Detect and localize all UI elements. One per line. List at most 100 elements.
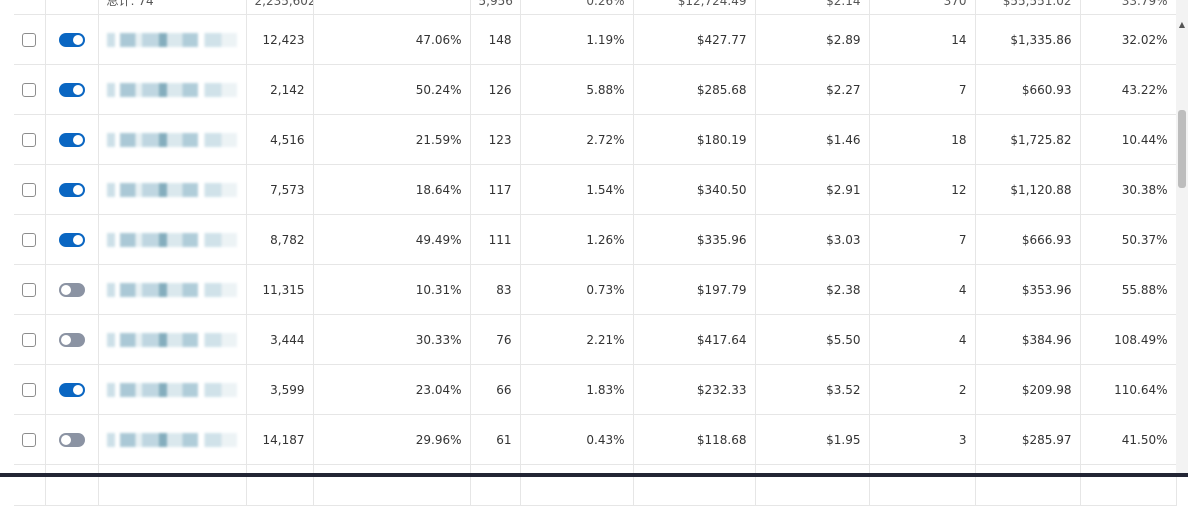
row-cell-2: 21.59% — [313, 114, 471, 165]
campaign-table-wrapper: 总计: 74 2,235,602 5,956 0.26% $12,724.49 … — [14, 0, 1177, 506]
row-select-checkbox[interactable] — [22, 232, 37, 247]
redacted-name-image[interactable] — [106, 282, 237, 297]
row-name-cell[interactable] — [98, 264, 247, 315]
table-row[interactable]: 7,573 18.64% 117 1.54% $340.50 $2.91 12 $1,120.… — [14, 164, 1177, 215]
status-toggle-off[interactable] — [58, 282, 85, 297]
redacted-name-image[interactable] — [106, 132, 237, 147]
redacted-name-image[interactable] — [106, 182, 237, 197]
status-toggle-on[interactable] — [58, 82, 85, 97]
table-row[interactable]: 3,444 30.33% 76 2.21% $417.64 $5.50 4 $384.96 10… — [14, 314, 1177, 365]
row-select-checkbox[interactable] — [22, 332, 37, 347]
row-select-checkbox[interactable] — [22, 32, 37, 47]
row-name-cell[interactable] — [98, 414, 247, 465]
row-cell-1: 4,516 — [246, 114, 314, 165]
row-name-cell[interactable] — [98, 314, 247, 365]
toggle-knob — [72, 84, 83, 95]
row-name-cell[interactable] — [98, 164, 247, 215]
table-row[interactable]: 3,599 23.04% 66 1.83% $232.33 $3.52 2 $209.98 11… — [14, 364, 1177, 415]
row-name-cell[interactable] — [98, 14, 247, 65]
status-toggle-on[interactable] — [58, 182, 85, 197]
row-cell-9: 41.50% — [1080, 414, 1177, 465]
status-toggle-off[interactable] — [58, 432, 85, 447]
redacted-name-image[interactable] — [106, 382, 237, 397]
redacted-name-image[interactable] — [106, 82, 237, 97]
row-cell — [755, 464, 870, 506]
row-name-cell[interactable] — [98, 114, 247, 165]
row-cell — [869, 464, 976, 506]
row-cell-9: 108.49% — [1080, 314, 1177, 365]
row-cell-3: 83 — [470, 264, 521, 315]
row-cell — [313, 464, 471, 506]
row-name-cell — [98, 464, 247, 506]
total-count-label: 总计: 74 — [98, 0, 247, 15]
table-row[interactable]: 11,315 10.31% 83 0.73% $197.79 $2.38 4 $353.96 5… — [14, 264, 1177, 315]
row-select-checkbox[interactable] — [22, 132, 37, 147]
row-checkbox-cell — [14, 214, 46, 265]
status-toggle-on[interactable] — [58, 32, 85, 47]
row-cell-9: 55.88% — [1080, 264, 1177, 315]
row-name-cell[interactable] — [98, 364, 247, 415]
row-cell-7: 2 — [869, 364, 976, 415]
row-cell-3: 111 — [470, 214, 521, 265]
status-toggle-on[interactable] — [58, 132, 85, 147]
chevron-up-icon[interactable]: ▲ — [1178, 20, 1186, 29]
status-toggle-off[interactable] — [58, 332, 85, 347]
row-toggle-cell — [45, 64, 99, 115]
table-body: 12,423 47.06% 148 1.19% $427.77 $2.89 14 $1,335… — [14, 14, 1177, 465]
row-name-cell[interactable] — [98, 64, 247, 115]
row-checkbox-cell — [14, 14, 46, 65]
redacted-name-image[interactable] — [106, 32, 237, 47]
row-cell — [520, 464, 634, 506]
row-cell-6: $5.50 — [755, 314, 870, 365]
row-cell-9: 10.44% — [1080, 114, 1177, 165]
row-select-checkbox[interactable] — [22, 432, 37, 447]
table-row[interactable]: 2,142 50.24% 126 5.88% $285.68 $2.27 7 $660.93 4… — [14, 64, 1177, 115]
row-cell-4: 0.43% — [520, 414, 634, 465]
row-cell-2: 10.31% — [313, 264, 471, 315]
row-cell-2: 49.49% — [313, 214, 471, 265]
redacted-name-image[interactable] — [106, 432, 237, 447]
row-select-checkbox[interactable] — [22, 182, 37, 197]
row-checkbox-cell — [14, 114, 46, 165]
toggle-knob — [72, 384, 83, 395]
row-cell-2: 18.64% — [313, 164, 471, 215]
row-cell-1: 3,599 — [246, 364, 314, 415]
table-row[interactable]: 12,423 47.06% 148 1.19% $427.77 $2.89 14 $1,335… — [14, 14, 1177, 65]
redacted-name-image[interactable] — [106, 232, 237, 247]
redacted-name-image[interactable] — [106, 332, 237, 347]
row-cell — [470, 464, 521, 506]
row-cell-4: 1.54% — [520, 164, 634, 215]
campaign-table: 总计: 74 2,235,602 5,956 0.26% $12,724.49 … — [14, 0, 1177, 506]
row-cell-5: $232.33 — [633, 364, 756, 415]
row-cell-4: 5.88% — [520, 64, 634, 115]
row-cell-5: $197.79 — [633, 264, 756, 315]
row-cell-1: 12,423 — [246, 14, 314, 65]
row-cell-3: 61 — [470, 414, 521, 465]
row-select-checkbox[interactable] — [22, 282, 37, 297]
row-toggle-cell — [45, 414, 99, 465]
toggle-knob — [72, 34, 83, 45]
row-cell-4: 1.19% — [520, 14, 634, 65]
scrollbar-thumb[interactable] — [1178, 110, 1186, 188]
table-row[interactable]: 8,782 49.49% 111 1.26% $335.96 $3.03 7 $666.93 5… — [14, 214, 1177, 265]
row-checkbox-cell — [14, 264, 46, 315]
status-toggle-on[interactable] — [58, 232, 85, 247]
total-cell-4: 0.26% — [520, 0, 634, 15]
table-row[interactable]: 14,187 29.96% 61 0.43% $118.68 $1.95 3 $285.97 4… — [14, 414, 1177, 465]
row-select-checkbox[interactable] — [22, 82, 37, 97]
row-cell-4: 1.26% — [520, 214, 634, 265]
row-cell-2: 50.24% — [313, 64, 471, 115]
row-cell-9: 50.37% — [1080, 214, 1177, 265]
row-toggle-cell — [45, 114, 99, 165]
row-checkbox-cell — [14, 464, 46, 506]
row-select-checkbox[interactable] — [22, 382, 37, 397]
row-name-cell[interactable] — [98, 214, 247, 265]
toggle-knob — [72, 134, 83, 145]
total-cell-2 — [313, 0, 471, 15]
row-cell-1: 8,782 — [246, 214, 314, 265]
status-toggle-on[interactable] — [58, 382, 85, 397]
total-cell-7: 370 — [869, 0, 976, 15]
table-row[interactable]: 4,516 21.59% 123 2.72% $180.19 $1.46 18 $1,725.… — [14, 114, 1177, 165]
row-cell-8: $285.97 — [975, 414, 1081, 465]
vertical-scrollbar[interactable]: ▲ — [1176, 0, 1188, 473]
